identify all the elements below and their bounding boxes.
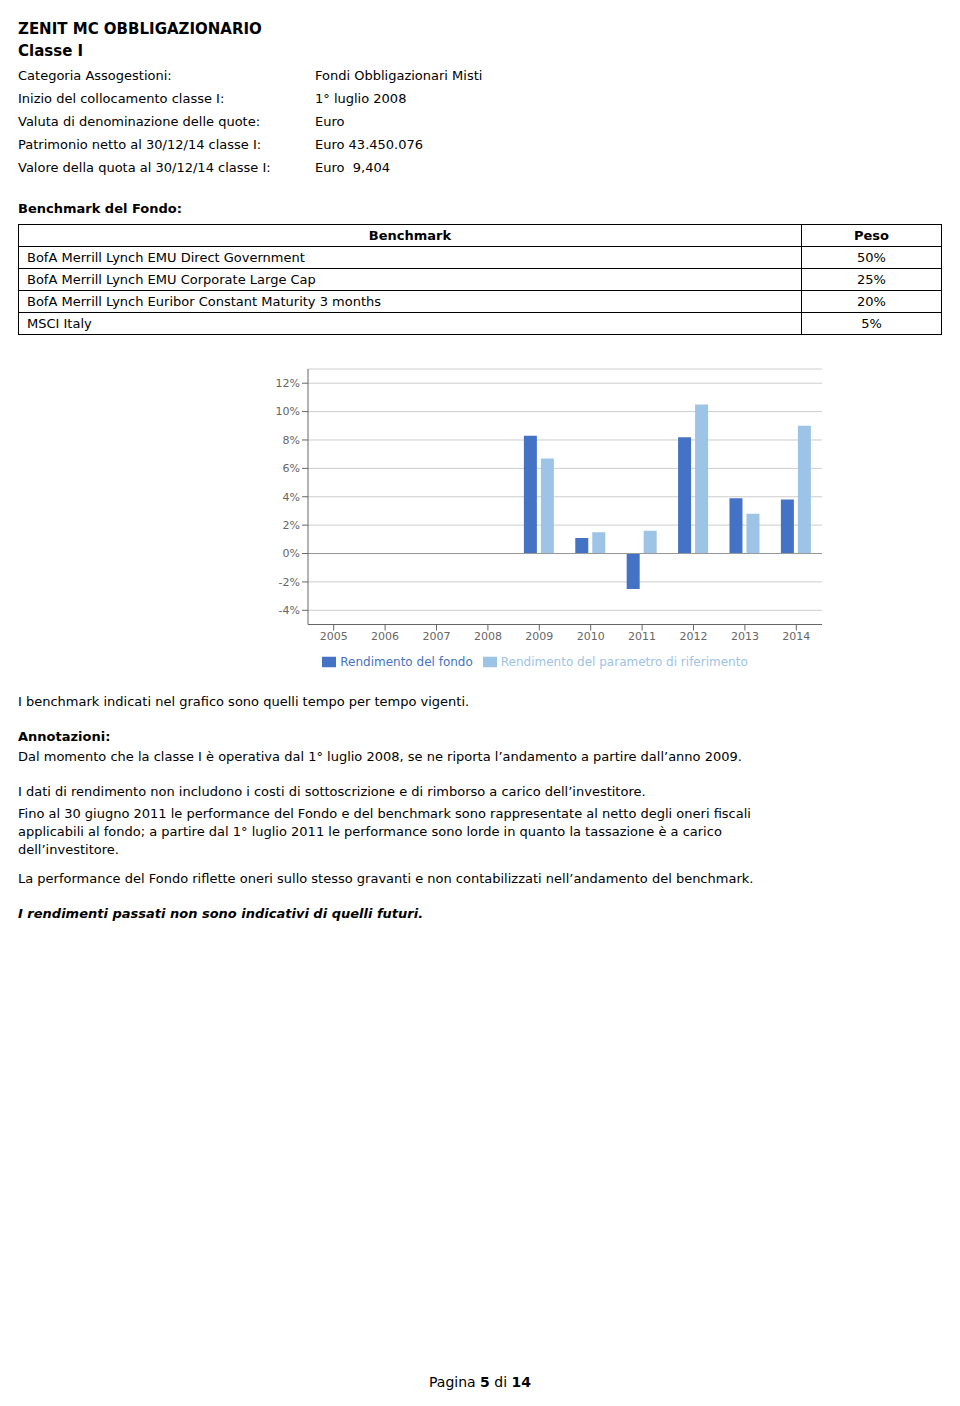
svg-text:2011: 2011 — [628, 630, 656, 643]
html-text:Rendimento del parametro di ri: Rendimento del parametro di riferimento — [500, 654, 748, 669]
svg-text:2013: 2013 — [731, 630, 759, 643]
svg-text:2009: 2009 — [525, 630, 553, 643]
html-text:applicabili al fondo; a partir: applicabili al fondo; a partire dal 1° l… — [18, 824, 722, 839]
html-text:Euro: Euro — [315, 114, 345, 129]
svg-text:-2%: -2% — [279, 576, 300, 589]
html-text:1° luglio 2008: 1° luglio 2008 — [315, 91, 407, 106]
svg-text:2%: 2% — [283, 519, 300, 532]
html-text:Fondi Obbligazionari Misti: Fondi Obbligazionari Misti — [315, 68, 483, 83]
svg-text:4%: 4% — [283, 491, 300, 504]
html-text:Valuta di denominazione delle: Valuta di denominazione delle quote: — [18, 114, 261, 129]
html-text:Annotazioni:: Annotazioni: — [18, 729, 111, 744]
html-text:25%: 25% — [857, 272, 886, 287]
html-text:Benchmark del Fondo:: Benchmark del Fondo: — [18, 201, 182, 216]
html-text:Peso: Peso — [854, 228, 889, 243]
html-text:Pagina 5 di 14: Pagina 5 di 14 — [429, 1374, 531, 1390]
svg-text:8%: 8% — [283, 434, 300, 447]
html-text:La performance del Fondo rifle: La performance del Fondo riflette oneri … — [18, 871, 754, 886]
html-text:BofA Merrill Lynch EMU Corpora: BofA Merrill Lynch EMU Corporate Large C… — [27, 272, 316, 287]
html-text:Euro 43.450.076: Euro 43.450.076 — [315, 137, 423, 152]
html-text:MSCI Italy: MSCI Italy — [27, 316, 92, 331]
html-text:5%: 5% — [861, 316, 882, 331]
html-text:Rendimento del fondo: Rendimento del fondo — [340, 654, 473, 669]
svg-text:12%: 12% — [276, 377, 300, 390]
svg-text:-4%: -4% — [279, 604, 300, 617]
svg-text:2014: 2014 — [782, 630, 810, 643]
svg-text:2007: 2007 — [423, 630, 451, 643]
svg-text:2008: 2008 — [474, 630, 502, 643]
html-text:dell’investitore.: dell’investitore. — [18, 842, 119, 857]
html-text:Valore della quota al 30/12/14: Valore della quota al 30/12/14 classe I: — [18, 160, 271, 175]
svg-text:2006: 2006 — [371, 630, 399, 643]
html-text:BofA Merrill Lynch Euribor Con: BofA Merrill Lynch Euribor Constant Matu… — [27, 294, 382, 309]
html-text:Patrimonio netto al 30/12/14 c: Patrimonio netto al 30/12/14 classe I: — [18, 137, 262, 152]
html-text:50%: 50% — [857, 250, 886, 265]
html-text:Inizio del collocamento classe: Inizio del collocamento classe I: — [18, 91, 225, 106]
html-text:20%: 20% — [857, 294, 886, 309]
html-text:Dal momento che la classe I è: Dal momento che la classe I è operativa … — [18, 749, 742, 764]
html-text:Classe I: Classe I — [18, 42, 84, 60]
svg-text:2005: 2005 — [320, 630, 348, 643]
html-text:I rendimenti passati non sono: I rendimenti passati non sono indicativi… — [18, 906, 424, 921]
svg-text:10%: 10% — [276, 405, 300, 418]
html-text:I benchmark indicati nel grafi: I benchmark indicati nel grafico sono qu… — [18, 694, 470, 709]
html-text:Benchmark: Benchmark — [368, 228, 452, 243]
html-text:I dati di rendimento non inclu: I dati di rendimento non includono i cos… — [18, 784, 646, 799]
html-text:Euro 9,404: Euro 9,404 — [315, 160, 390, 175]
svg-text:6%: 6% — [283, 462, 300, 475]
html-text:Categoria Assogestioni:: Categoria Assogestioni: — [18, 68, 172, 83]
svg-text:0%: 0% — [283, 547, 300, 560]
html-text:BofA Merrill Lynch EMU Direct: BofA Merrill Lynch EMU Direct Government — [27, 250, 305, 265]
svg-text:2010: 2010 — [577, 630, 605, 643]
svg-text:2012: 2012 — [680, 630, 708, 643]
html-text:ZENIT MC OBBLIGAZIONARIO: ZENIT MC OBBLIGAZIONARIO — [18, 20, 262, 38]
html-text:Fino al 30 giugno 2011 le perf: Fino al 30 giugno 2011 le performance de… — [18, 806, 751, 821]
